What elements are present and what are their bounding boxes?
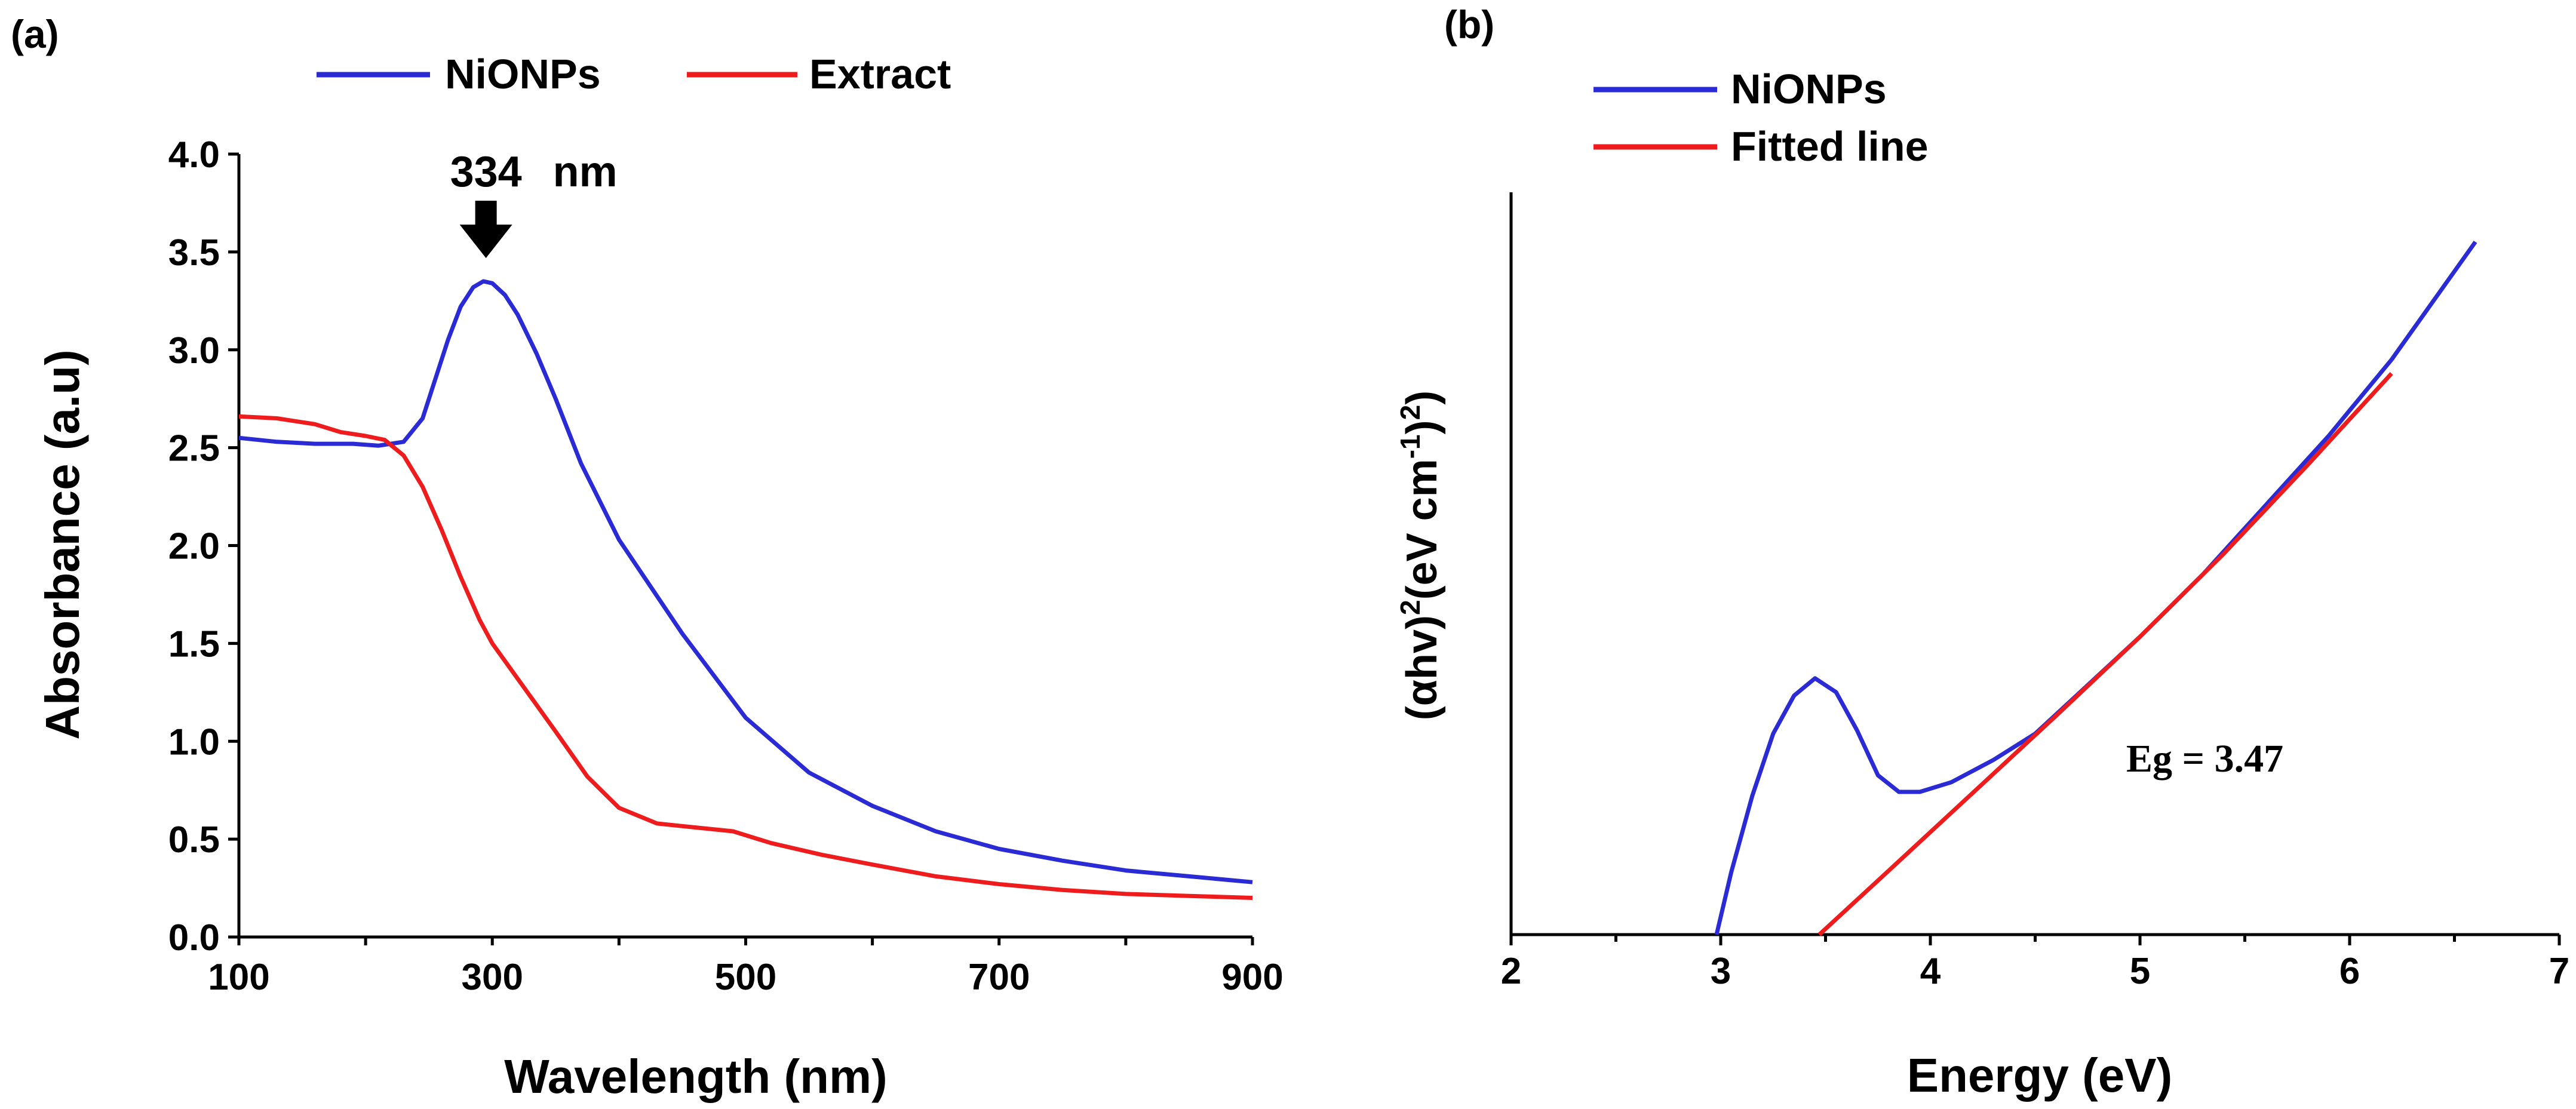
- x-tick-label: 5: [2130, 951, 2150, 992]
- peak-annotation-value: 334: [450, 148, 522, 196]
- series-line-nionps-b: [1714, 240, 2477, 935]
- y-tick-label: 2.5: [168, 428, 220, 469]
- legend-label-nionps-a: NiONPs: [445, 51, 601, 97]
- series-line-extract: [238, 414, 1253, 900]
- peak-annotation: 334 nm: [450, 148, 618, 259]
- x-tick-label: 100: [208, 957, 269, 998]
- panel-b-y-axis-label: (αhv)2(eV cm-1)2): [1395, 391, 1446, 720]
- y-tick-label: 3.5: [168, 232, 220, 274]
- panel-a-label: (a): [11, 12, 59, 56]
- x-tick-label: 6: [2339, 951, 2360, 992]
- y-tick-label: 4.0: [168, 134, 220, 176]
- series-line-nionps-a: [238, 279, 1253, 884]
- y-tick-label: 2.0: [168, 526, 220, 567]
- y-tick-label: 0.5: [168, 819, 220, 861]
- x-tick-label: 500: [715, 957, 776, 998]
- ylabel-part-1: (αhv): [1398, 615, 1446, 720]
- x-tick-label: 900: [1221, 957, 1283, 998]
- x-tick-label: 300: [462, 957, 523, 998]
- panel-a-x-ticks: 100 300 500 700 900: [208, 937, 1284, 998]
- ylabel-part-2: (eV cm: [1398, 459, 1446, 600]
- ylabel-part-4: ): [1398, 391, 1446, 405]
- panel-a-legend: NiONPs Extract: [317, 51, 951, 97]
- legend-label-nionps-b: NiONPs: [1731, 66, 1887, 112]
- ylabel-sup-1: 2: [1395, 600, 1426, 615]
- panel-b-legend: NiONPs Fitted line: [1594, 66, 1929, 170]
- y-tick-label: 1.5: [168, 623, 220, 665]
- series-line-fitted: [1817, 372, 2393, 936]
- band-gap-annotation: Eg = 3.47: [2126, 737, 2283, 781]
- panel-a: (a) NiONPs Extract 0.0 0.5 1.0 1.5 2.0 2.5 3.0…: [11, 12, 1284, 1103]
- legend-label-extract: Extract: [809, 51, 951, 97]
- panel-a-y-ticks: 0.0 0.5 1.0 1.5 2.0 2.5 3.0 3.5 4.0: [168, 134, 239, 959]
- panel-a-y-axis-label: Absorbance (a.u): [36, 349, 89, 739]
- ylabel-sup-2: -1: [1395, 434, 1426, 459]
- x-tick-label: 3: [1711, 951, 1731, 992]
- legend-label-fitted-line: Fitted line: [1731, 123, 1929, 170]
- y-tick-label: 0.0: [168, 917, 220, 959]
- panel-b: (b) NiONPs Fitted line 2 3 4 5 6 7 Energy (eV…: [1395, 2, 2569, 1102]
- x-tick-label: 2: [1501, 951, 1521, 992]
- peak-arrow-icon: [459, 201, 512, 259]
- panel-b-x-ticks: 2 3 4 5 6 7: [1501, 935, 2569, 992]
- y-tick-label: 3.0: [168, 330, 220, 371]
- ylabel-part-3: ): [1398, 420, 1446, 434]
- panel-a-x-axis-label: Wavelength (nm): [504, 1050, 887, 1103]
- ylabel-sup-3: 2: [1395, 405, 1426, 420]
- panel-b-x-axis-label: Energy (eV): [1907, 1049, 2173, 1102]
- x-tick-label: 4: [1920, 951, 1941, 992]
- x-tick-label: 7: [2549, 951, 2569, 992]
- x-tick-label: 700: [968, 957, 1030, 998]
- panel-b-label: (b): [1444, 2, 1494, 47]
- peak-annotation-unit: nm: [553, 148, 618, 196]
- y-tick-label: 1.0: [168, 721, 220, 763]
